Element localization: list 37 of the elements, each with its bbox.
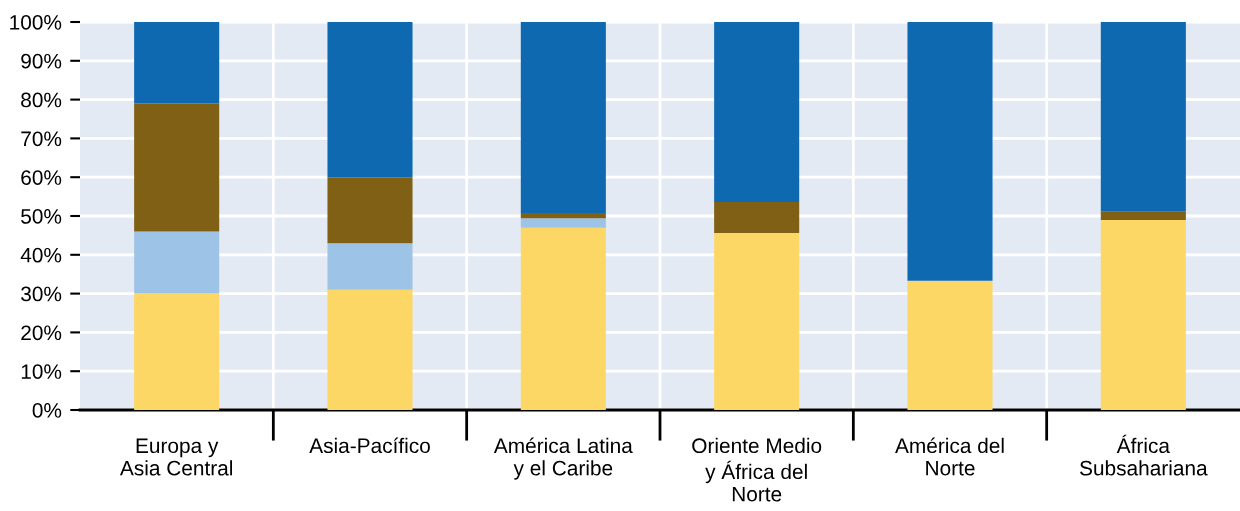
x-tick-label: América del Norte	[895, 437, 1004, 476]
y-tick-label: 0%	[32, 403, 62, 418]
y-tick-label: 50%	[21, 209, 62, 224]
bar	[520, 227, 606, 410]
bar	[907, 22, 993, 281]
bar	[1100, 219, 1186, 410]
y-tick-label: 80%	[21, 92, 62, 108]
bar	[134, 293, 220, 410]
bar	[520, 212, 606, 219]
y-tick-label: 40%	[20, 247, 62, 263]
bar	[520, 22, 606, 213]
x-tick-label: Oriente Medio y África del Norte	[692, 437, 822, 502]
y-tick-label: 90%	[21, 53, 62, 69]
bar	[907, 280, 993, 410]
bar	[134, 103, 220, 232]
x-tick-label: América Latina y el Caribe	[493, 437, 633, 480]
bar	[327, 243, 413, 290]
y-tick-label: 10%	[21, 364, 62, 379]
y-tick-label: 20%	[21, 325, 62, 341]
bar	[714, 233, 800, 410]
y-tick-label: 70%	[21, 131, 62, 147]
bar	[1100, 22, 1186, 212]
x-tick-label: Europa y Asia Central	[119, 438, 233, 476]
x-tick-label: Asia-Pacífico	[309, 437, 430, 454]
y-tick-label: 100%	[10, 15, 62, 30]
y-tick-label: 60%	[21, 170, 62, 185]
bar	[134, 22, 220, 104]
bar	[134, 231, 220, 294]
bar	[327, 177, 413, 244]
bar	[327, 289, 413, 410]
bar	[327, 22, 413, 178]
bar	[1100, 211, 1186, 220]
bar	[714, 22, 800, 203]
x-tick-label: África Subsahariana	[1080, 434, 1208, 476]
bar	[714, 202, 800, 234]
bar	[520, 218, 606, 228]
y-tick-label: 30%	[21, 286, 62, 302]
